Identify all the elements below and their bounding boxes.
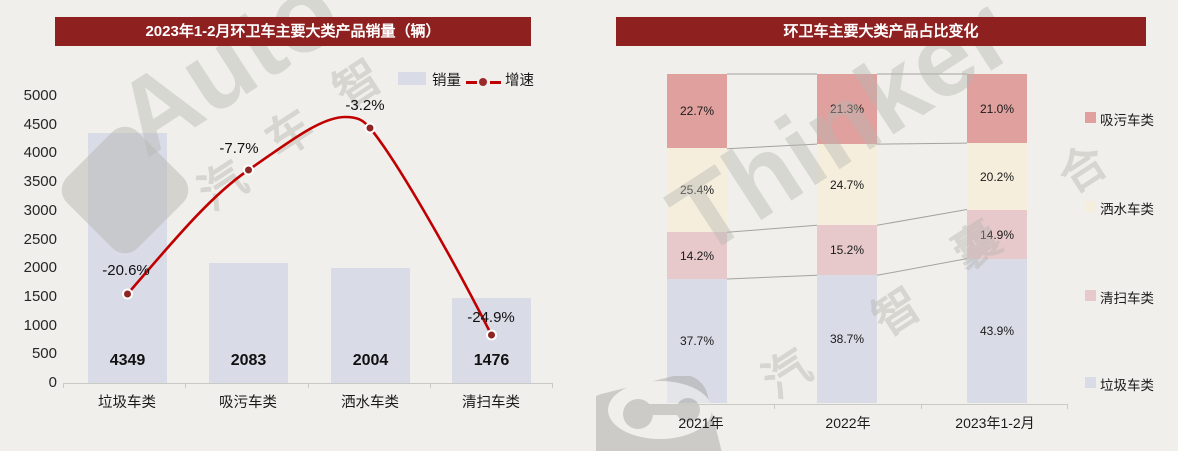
segment-suction: 21.0% <box>967 74 1027 143</box>
y-axis-tick: 3000 <box>23 202 57 219</box>
stacked-bar-2022: 21.3% 24.7% 15.2% 38.7% <box>817 74 877 403</box>
legend-label-sweeper: 清扫车类 <box>1100 291 1154 306</box>
segment-pct: 14.2% <box>679 248 715 263</box>
legend-swatch-sweeper <box>1085 290 1096 301</box>
bar-garbage-trucks <box>88 133 167 383</box>
legend-swatch-garbage <box>1085 377 1096 388</box>
y-axis-tick: 4000 <box>23 144 57 161</box>
segment-sprinkler: 25.4% <box>667 148 727 232</box>
segment-sweeper: 15.2% <box>817 225 877 275</box>
y-axis-tick: 1000 <box>23 317 57 334</box>
growth-label: -24.9% <box>467 309 515 326</box>
x-axis-label: 2021年 <box>678 415 724 431</box>
growth-legend-dash-icon <box>466 81 477 84</box>
left-chart-title: 2023年1-2月环卫车主要大类产品销量（辆） <box>55 17 531 46</box>
legend-swatch-sprinkler <box>1085 201 1096 212</box>
watermark-char: 合 <box>1049 134 1117 203</box>
y-axis-tick: 5000 <box>23 87 57 104</box>
sales-legend-label: 销量 <box>432 73 461 89</box>
y-axis-tick: 4500 <box>23 116 57 133</box>
x-axis-label: 2022年 <box>825 415 871 431</box>
segment-pct: 22.7% <box>679 104 715 118</box>
segment-pct: 25.4% <box>679 183 715 197</box>
sales-legend-swatch <box>398 72 426 85</box>
legend-swatch-suction <box>1085 112 1096 123</box>
category-label: 清扫车类 <box>462 395 520 411</box>
segment-pct: 20.2% <box>979 169 1015 184</box>
y-axis-tick: 3500 <box>23 173 57 190</box>
x-axis-tickmark <box>63 383 64 388</box>
category-label: 洒水车类 <box>341 395 399 411</box>
segment-pct: 21.3% <box>829 102 865 116</box>
legend-label-garbage: 垃圾车类 <box>1100 378 1154 393</box>
category-label: 吸污车类 <box>219 395 277 411</box>
watermark-char: 汽 <box>753 339 821 408</box>
stacked-bar-2023: 21.0% 20.2% 14.9% 43.9% <box>967 74 1027 403</box>
growth-label: -7.7% <box>219 140 259 157</box>
segment-pct: 15.2% <box>829 243 865 257</box>
stacked-bar-2021: 22.7% 25.4% 14.2% 37.7% <box>667 74 727 403</box>
legend-label-sprinkler: 洒水车类 <box>1100 202 1154 217</box>
growth-legend-label: 增速 <box>505 73 534 89</box>
segment-sweeper: 14.9% <box>967 210 1027 259</box>
x-axis-tickmark <box>185 383 186 388</box>
x-axis-tickmark <box>1067 404 1068 409</box>
segment-sprinkler: 24.7% <box>817 144 877 225</box>
watermark-char: 车 <box>256 99 324 168</box>
segment-garbage: 43.9% <box>967 259 1027 403</box>
y-axis-tick: 1500 <box>23 288 57 305</box>
category-label: 垃圾车类 <box>98 395 156 411</box>
segment-suction: 22.7% <box>667 74 727 148</box>
segment-sweeper: 14.2% <box>667 232 727 279</box>
segment-pct: 14.9% <box>979 227 1015 242</box>
legend-label-suction: 吸污车类 <box>1100 113 1154 128</box>
y-axis-tick: 2500 <box>23 231 57 248</box>
segment-suction: 21.3% <box>817 74 877 144</box>
x-axis-tickmark <box>308 383 309 388</box>
x-axis-tickmark <box>430 383 431 388</box>
growth-legend-dot-icon <box>479 78 487 86</box>
x-axis-tickmark <box>921 404 922 409</box>
right-x-axis-line <box>628 404 1068 405</box>
y-axis-tick: 0 <box>48 374 57 391</box>
segment-sprinkler: 20.2% <box>967 143 1027 210</box>
growth-label: -3.2% <box>345 97 385 114</box>
segment-garbage: 38.7% <box>817 275 877 403</box>
bar-value: 4349 <box>109 352 146 369</box>
y-axis-tick: 2000 <box>23 259 57 276</box>
x-axis-label: 2023年1-2月 <box>955 415 1035 431</box>
bar-value: 2004 <box>352 352 389 369</box>
segment-pct: 37.7% <box>679 334 715 348</box>
x-axis-tickmark <box>552 383 553 388</box>
segment-pct: 38.7% <box>829 332 865 346</box>
bar-value: 2083 <box>230 352 267 369</box>
growth-label: -20.6% <box>102 262 150 279</box>
x-axis-tickmark <box>628 404 629 409</box>
segment-pct: 21.0% <box>979 101 1015 116</box>
right-chart-title: 环卫车主要大类产品占比变化 <box>616 17 1146 46</box>
y-axis-tick: 500 <box>31 345 57 362</box>
segment-garbage: 37.7% <box>667 279 727 403</box>
bar-value: 1476 <box>473 352 510 369</box>
growth-legend-dash-icon <box>490 81 501 84</box>
x-axis-tickmark <box>774 404 775 409</box>
segment-pct: 24.7% <box>829 177 865 192</box>
segment-pct: 43.9% <box>979 324 1015 338</box>
